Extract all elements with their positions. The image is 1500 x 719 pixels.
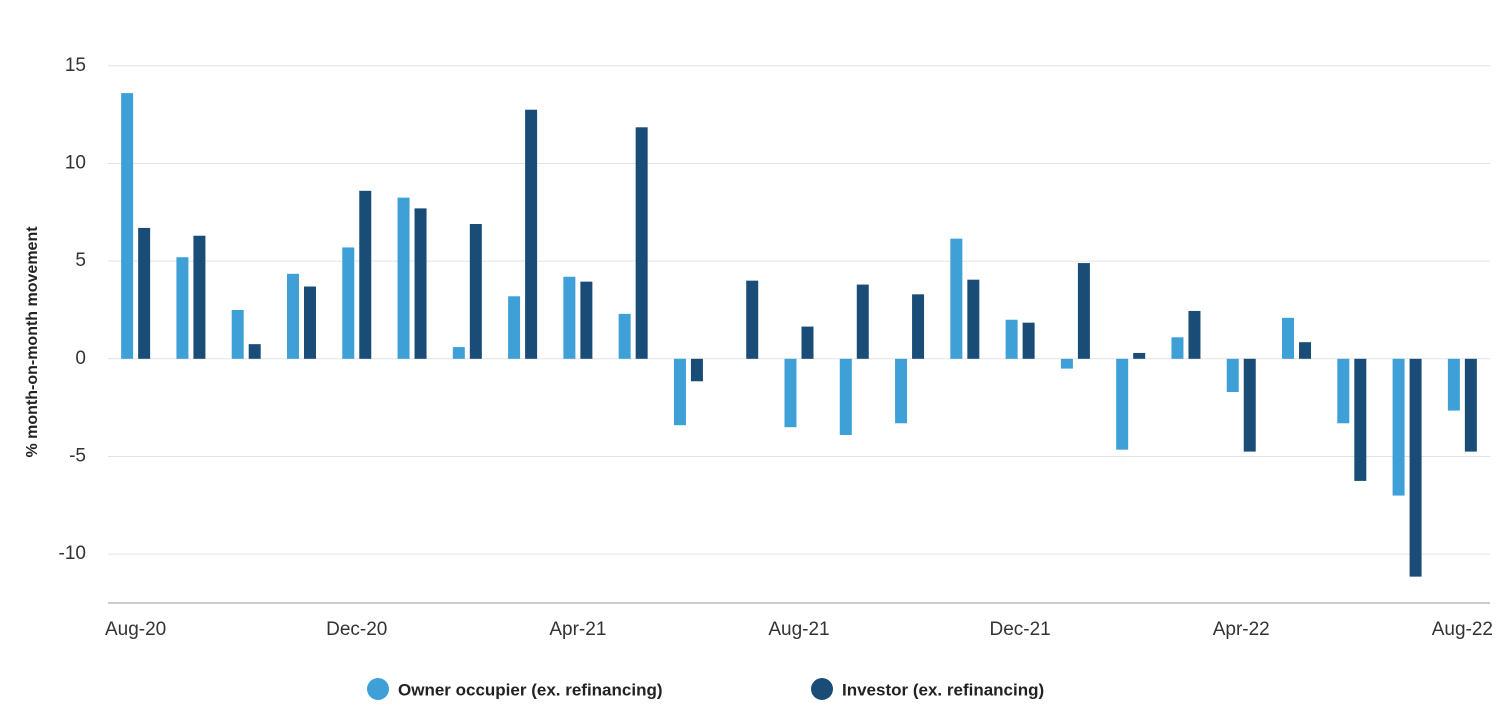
legend-label: Investor (ex. refinancing) [842,680,1044,699]
bar [950,238,963,359]
legend-marker [811,678,833,700]
bar [746,280,759,359]
bar [469,224,482,359]
bar [176,257,189,359]
x-tick-label: Aug-21 [768,619,829,640]
bar [1409,358,1422,577]
x-tick-label: Aug-20 [105,619,166,640]
bar [303,286,316,359]
bar [1005,319,1018,359]
y-tick-label: 10 [65,152,86,173]
bar [1464,358,1477,452]
bar [1188,310,1201,359]
legend-label: Owner occupier (ex. refinancing) [398,680,663,699]
bar [342,247,355,359]
bar [525,109,538,359]
y-tick-label: 15 [65,55,86,76]
bar [359,190,372,359]
bar [1116,358,1129,450]
bar [1447,358,1460,411]
bar [1337,358,1350,424]
bar [452,347,465,359]
bar [1226,358,1239,393]
bar [784,358,797,428]
y-tick-label: 5 [75,250,86,271]
bar [121,93,134,359]
bar [856,284,869,359]
y-tick-label: -5 [69,445,86,466]
bar [673,358,686,426]
bar [801,326,814,359]
bar [635,127,648,359]
bar [193,235,206,359]
x-tick-label: Apr-22 [1213,619,1270,640]
bar [618,313,631,359]
bar [1077,263,1090,359]
bar [563,276,576,359]
x-tick-label: Apr-21 [549,619,606,640]
bar [1133,352,1146,359]
y-tick-label: -10 [59,543,86,564]
bar [508,296,521,359]
legend-marker [367,678,389,700]
bar [839,358,852,435]
x-tick-label: Dec-21 [989,619,1050,640]
y-tick-label: 0 [75,348,86,369]
bar [912,294,925,359]
bar [1060,358,1073,369]
bar [231,309,244,359]
bar [1022,322,1035,359]
bar [286,273,299,359]
bar [248,344,261,359]
bar [580,281,593,359]
bar [1243,358,1256,452]
bar [1299,342,1312,359]
y-axis-title: % month-on-month movement [24,226,41,458]
bar [967,279,980,359]
bar [690,358,703,382]
bar [1354,358,1367,481]
bar [1282,317,1295,359]
bar [414,208,427,359]
x-tick-label: Dec-20 [326,619,387,640]
bar [1171,337,1184,359]
x-tick-label: Aug-22 [1432,619,1493,640]
bar [397,197,410,359]
bar [895,358,908,424]
bar [1392,358,1405,496]
bar [138,227,151,359]
